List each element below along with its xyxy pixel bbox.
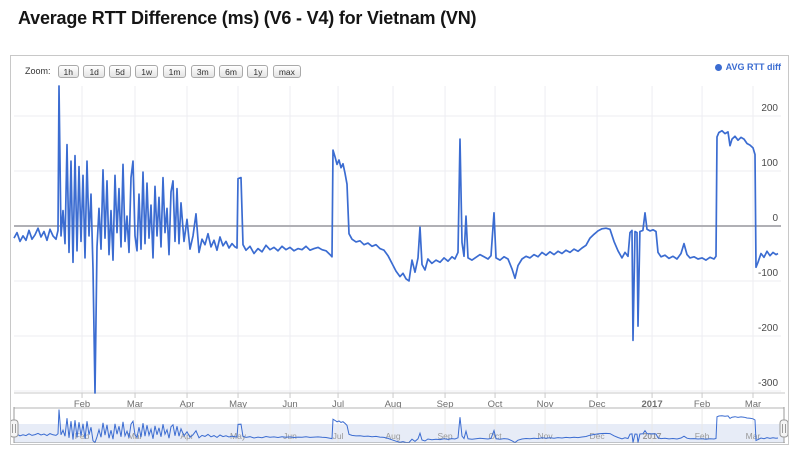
x-axis-label: Feb [74,399,90,410]
legend-label: AVG RTT diff [725,62,781,72]
zoom-label: Zoom: [25,66,51,76]
y-axis-label: 200 [761,103,778,114]
y-axis-label: 0 [772,213,778,224]
zoom-toolbar: Zoom: 1h 1d 5d 1w 1m 3m 6m 1y max [25,62,301,80]
x-axis-label: Mar [127,399,143,410]
y-axis-label: -100 [758,268,778,279]
navigator-axis-label: Jun [283,431,297,441]
zoom-button-1h[interactable]: 1h [57,65,79,78]
zoom-button-1y[interactable]: 1y [247,65,269,78]
x-axis-label: Aug [385,399,402,410]
navigator-axis-label: Sep [437,431,452,441]
zoom-button-6m[interactable]: 6m [219,65,243,78]
navigator-axis-label: May [230,431,247,441]
plot-area[interactable] [14,86,781,393]
navigator-series-line [13,409,779,444]
zoom-button-5d[interactable]: 5d [109,65,131,78]
legend-marker-icon [714,63,722,71]
navigator-axis-label: Mar [128,431,143,441]
zoom-button-max[interactable]: max [272,65,301,78]
x-axis-label: Nov [537,399,554,410]
chart-plot-svg: Feb Mar Apr May Jun Jul Aug Sep Oct Nov Dec 2017 Feb… [9,85,789,450]
navigator-axis-label: Feb [75,431,90,441]
y-axis-label: -300 [758,378,778,389]
y-axis-label: 100 [761,158,778,169]
x-axis-label: Dec [589,399,606,410]
zoom-button-3m[interactable]: 3m [190,65,215,78]
navigator-axis-label: Apr [180,431,193,441]
navigator-axis-label: Feb [695,431,710,441]
x-axis-label: May [229,399,247,410]
x-axis-label: Feb [694,399,710,410]
x-axis-label: 2017 [641,399,662,410]
navigator-axis-label: Jul [333,431,344,441]
x-axis-label: Jul [332,399,344,410]
x-axis-label: Jun [282,399,297,410]
navigator-axis-label: Aug [385,431,400,441]
rtt-series-line [13,85,779,394]
chart-container: Zoom: 1h 1d 5d 1w 1m 3m 6m 1y max AVG RT… [9,55,789,450]
zoom-button-1m[interactable]: 1m [162,65,187,78]
legend-item[interactable]: AVG RTT diff [714,62,781,72]
x-axis-label: Apr [180,399,195,410]
page-title: Average RTT Difference (ms) (V6 - V4) fo… [18,8,477,28]
x-axis-label: Oct [488,399,503,410]
navigator-mask[interactable] [14,424,784,443]
navigator-axis-label: Mar [746,431,761,441]
zoom-button-group: 1h 1d 5d 1w 1m 3m 6m 1y max [57,62,301,80]
zoom-button-1d[interactable]: 1d [83,65,105,78]
navigator-axis-label: Nov [538,431,554,441]
zoom-button-1w[interactable]: 1w [135,65,159,78]
x-axis-label: Mar [745,399,761,410]
x-axis-label: Sep [437,399,454,410]
navigator-axis-label: 2017 [643,431,662,441]
navigator-axis-label: Dec [590,431,606,441]
y-axis-label: -200 [758,323,778,334]
navigator-right-handle[interactable] [779,407,789,450]
